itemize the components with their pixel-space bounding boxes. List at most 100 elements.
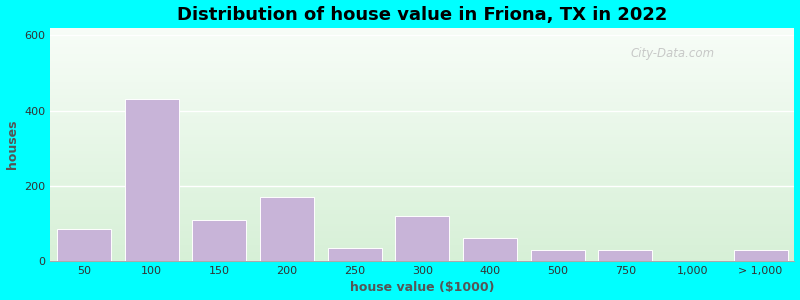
- Bar: [50, 200, 794, 203]
- Bar: [50, 168, 794, 170]
- Bar: [50, 245, 794, 247]
- Bar: [50, 44, 794, 46]
- Bar: [50, 114, 794, 116]
- Bar: [50, 126, 794, 128]
- Bar: [50, 103, 794, 105]
- Bar: [50, 177, 794, 179]
- Bar: [50, 205, 794, 207]
- Bar: [50, 82, 794, 84]
- Bar: [50, 68, 794, 70]
- Bar: [50, 191, 794, 194]
- Bar: [50, 95, 794, 98]
- Bar: [50, 154, 794, 156]
- Bar: [50, 175, 794, 177]
- Bar: [50, 203, 794, 205]
- Bar: [50, 228, 794, 231]
- Bar: [50, 149, 794, 152]
- Bar: [50, 242, 794, 245]
- Bar: [50, 194, 794, 196]
- Bar: [50, 30, 794, 33]
- Bar: [50, 198, 794, 200]
- Bar: [50, 121, 794, 124]
- Bar: [50, 249, 794, 252]
- Bar: [50, 42, 794, 44]
- X-axis label: house value ($1000): house value ($1000): [350, 281, 494, 294]
- Bar: [50, 240, 794, 242]
- Bar: [50, 226, 794, 228]
- Bar: [50, 233, 794, 236]
- Bar: [50, 165, 794, 168]
- Bar: [50, 51, 794, 53]
- Bar: [50, 172, 794, 175]
- Bar: [50, 70, 794, 72]
- Bar: [260, 197, 314, 261]
- Bar: [50, 72, 794, 74]
- Bar: [50, 156, 794, 158]
- Bar: [50, 210, 794, 212]
- Bar: [50, 88, 794, 91]
- Text: City-Data.com: City-Data.com: [630, 46, 715, 59]
- Bar: [50, 161, 794, 163]
- Bar: [50, 77, 794, 79]
- Bar: [50, 61, 794, 63]
- Title: Distribution of house value in Friona, TX in 2022: Distribution of house value in Friona, T…: [177, 6, 667, 24]
- Bar: [50, 196, 794, 198]
- Bar: [50, 128, 794, 130]
- Bar: [50, 46, 794, 49]
- Bar: [50, 221, 794, 224]
- Bar: [50, 56, 794, 58]
- Bar: [50, 179, 794, 182]
- Bar: [50, 147, 794, 149]
- Bar: [50, 79, 794, 82]
- Bar: [50, 219, 794, 221]
- Bar: [50, 186, 794, 189]
- Y-axis label: houses: houses: [6, 120, 18, 169]
- Bar: [50, 158, 794, 161]
- Bar: [50, 207, 794, 210]
- Bar: [50, 184, 794, 186]
- Bar: [50, 124, 794, 126]
- Bar: [50, 37, 794, 40]
- Bar: [50, 182, 794, 184]
- Bar: [734, 250, 788, 261]
- Bar: [50, 140, 794, 142]
- Bar: [50, 163, 794, 165]
- Bar: [57, 229, 111, 261]
- Bar: [50, 247, 794, 249]
- Bar: [50, 74, 794, 77]
- Bar: [50, 259, 794, 261]
- Bar: [50, 65, 794, 68]
- Bar: [50, 91, 794, 93]
- Bar: [50, 137, 794, 140]
- Bar: [50, 98, 794, 100]
- Bar: [50, 40, 794, 42]
- Bar: [125, 99, 178, 261]
- Bar: [50, 224, 794, 226]
- Bar: [50, 49, 794, 51]
- Bar: [50, 214, 794, 217]
- Bar: [50, 84, 794, 86]
- Bar: [50, 252, 794, 254]
- Bar: [50, 256, 794, 259]
- Bar: [50, 86, 794, 88]
- Bar: [327, 248, 382, 261]
- Bar: [50, 133, 794, 135]
- Bar: [50, 212, 794, 214]
- Bar: [50, 107, 794, 110]
- Bar: [50, 100, 794, 103]
- Bar: [50, 236, 794, 238]
- Bar: [50, 145, 794, 147]
- Bar: [50, 112, 794, 114]
- Bar: [50, 130, 794, 133]
- Bar: [50, 28, 794, 30]
- Bar: [50, 152, 794, 154]
- Bar: [50, 217, 794, 219]
- Bar: [192, 220, 246, 261]
- Bar: [50, 33, 794, 35]
- Bar: [50, 231, 794, 233]
- Bar: [50, 170, 794, 172]
- Bar: [530, 250, 585, 261]
- Bar: [50, 110, 794, 112]
- Bar: [50, 105, 794, 107]
- Bar: [50, 63, 794, 65]
